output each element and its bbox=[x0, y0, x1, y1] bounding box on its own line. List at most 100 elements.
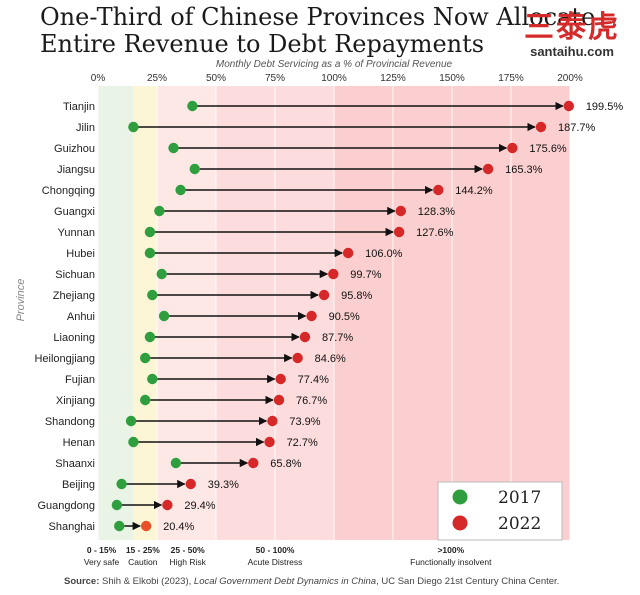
point-2022 bbox=[395, 205, 406, 217]
x-tick-label: 75% bbox=[265, 73, 285, 84]
province-label: Henan bbox=[63, 437, 95, 449]
legend-marker-2022 bbox=[452, 515, 468, 531]
value-label: 165.3% bbox=[505, 164, 543, 176]
value-label: 90.5% bbox=[329, 311, 360, 323]
province-label: Hubei bbox=[66, 248, 95, 260]
point-2017 bbox=[189, 163, 200, 175]
source-label: Source: bbox=[64, 576, 100, 587]
point-2017 bbox=[111, 499, 123, 511]
province-label: Zhejiang bbox=[53, 290, 95, 302]
point-2022 bbox=[318, 289, 330, 301]
chart-title: One-Third of Chinese Provinces Now Alloc… bbox=[40, 3, 596, 58]
point-2017 bbox=[187, 100, 198, 112]
watermark-site: santaihu.com bbox=[530, 44, 614, 59]
province-label: Guizhou bbox=[54, 143, 95, 155]
value-label: 99.7% bbox=[350, 269, 381, 281]
value-label: 95.8% bbox=[341, 290, 372, 302]
province-label: Anhui bbox=[67, 311, 95, 323]
province-label: Sichuan bbox=[55, 269, 95, 281]
point-2017 bbox=[116, 478, 127, 490]
value-label: 20.4% bbox=[163, 521, 194, 533]
source-authors: Shih & Elkobi (2023), bbox=[102, 576, 192, 587]
x-axis-title: Monthly Debt Servicing as a % of Provinc… bbox=[216, 59, 453, 70]
zone-name-label: Acute Distress bbox=[248, 557, 303, 567]
point-2017 bbox=[140, 352, 151, 364]
point-2017 bbox=[158, 310, 170, 322]
value-label: 87.7% bbox=[322, 332, 353, 344]
province-label: Shandong bbox=[45, 416, 95, 428]
point-2022 bbox=[342, 247, 354, 259]
value-label: 106.0% bbox=[365, 248, 403, 260]
value-label: 73.9% bbox=[289, 416, 320, 428]
province-label: Yunnan bbox=[58, 227, 95, 239]
zone-range-label: 50 - 100% bbox=[256, 545, 295, 555]
point-2022 bbox=[140, 520, 152, 532]
x-tick-label: 0% bbox=[91, 73, 106, 84]
point-2017 bbox=[140, 394, 151, 406]
province-label: Chongqing bbox=[42, 185, 95, 197]
x-tick-label: 150% bbox=[439, 73, 465, 84]
source-org: , UC San Diego 21st Century China Center… bbox=[376, 576, 560, 587]
value-label: 29.4% bbox=[184, 500, 215, 512]
point-2022 bbox=[507, 142, 518, 154]
value-label: 76.7% bbox=[296, 395, 327, 407]
point-2017 bbox=[175, 184, 186, 196]
x-tick-label: 125% bbox=[380, 73, 406, 84]
zone-name-label: Caution bbox=[128, 557, 158, 567]
zone-range-label: 15 - 25% bbox=[126, 545, 160, 555]
point-2017 bbox=[114, 520, 125, 532]
value-label: 187.7% bbox=[558, 122, 596, 134]
title-line-1: One-Third of Chinese Provinces Now Alloc… bbox=[40, 3, 596, 31]
point-2022 bbox=[433, 184, 444, 196]
point-2022 bbox=[563, 100, 575, 112]
province-label: Beijing bbox=[62, 479, 95, 491]
y-axis-title: Province bbox=[15, 279, 27, 322]
province-label: Tianjin bbox=[63, 101, 95, 113]
province-label: Fujian bbox=[65, 374, 95, 386]
x-tick-label: 25% bbox=[147, 73, 167, 84]
zone-range-label: >100% bbox=[437, 545, 464, 555]
zone-band-1 bbox=[133, 86, 157, 540]
point-2017 bbox=[144, 331, 156, 343]
point-2022 bbox=[248, 457, 259, 469]
point-2017 bbox=[154, 205, 165, 217]
point-2017 bbox=[147, 373, 158, 385]
point-2017 bbox=[144, 247, 156, 259]
title-line-2: Entire Revenue to Debt Repayments bbox=[40, 30, 485, 58]
value-label: 65.8% bbox=[270, 458, 301, 470]
point-2022 bbox=[273, 394, 285, 406]
province-label: Guangdong bbox=[38, 500, 96, 512]
province-label: Shaanxi bbox=[55, 458, 95, 470]
province-label: Shanghai bbox=[49, 521, 96, 533]
point-2022 bbox=[535, 121, 547, 133]
point-2022 bbox=[162, 499, 173, 511]
value-label: 199.5% bbox=[586, 101, 624, 113]
zone-name-label: High Risk bbox=[169, 557, 206, 567]
point-2017 bbox=[128, 436, 139, 448]
point-2022 bbox=[267, 415, 278, 427]
x-tick-label: 200% bbox=[557, 73, 583, 84]
point-2022 bbox=[328, 268, 339, 280]
point-2017 bbox=[125, 415, 137, 427]
point-2022 bbox=[264, 436, 275, 448]
province-label: Jilin bbox=[76, 122, 95, 134]
value-label: 39.3% bbox=[208, 479, 239, 491]
zone-range-label: 25 - 50% bbox=[171, 545, 205, 555]
legend-label-2022: 2022 bbox=[498, 514, 541, 534]
source-note: Source: Shih & Elkobi (2023), Local Gove… bbox=[64, 576, 559, 587]
source-work: Local Government Debt Dynamics in China bbox=[193, 576, 377, 587]
point-2022 bbox=[275, 373, 286, 385]
x-tick-label: 50% bbox=[206, 73, 226, 84]
point-2022 bbox=[185, 478, 196, 490]
value-label: 175.6% bbox=[529, 143, 567, 155]
value-label: 144.2% bbox=[455, 185, 493, 197]
point-2017 bbox=[144, 226, 156, 238]
value-label: 72.7% bbox=[287, 437, 318, 449]
watermark-chinese: 三泰虎 bbox=[524, 10, 620, 45]
point-2017 bbox=[156, 268, 167, 280]
value-label: 77.4% bbox=[298, 374, 329, 386]
point-2017 bbox=[168, 142, 179, 154]
point-2022 bbox=[292, 352, 303, 364]
value-label: 84.6% bbox=[315, 353, 346, 365]
